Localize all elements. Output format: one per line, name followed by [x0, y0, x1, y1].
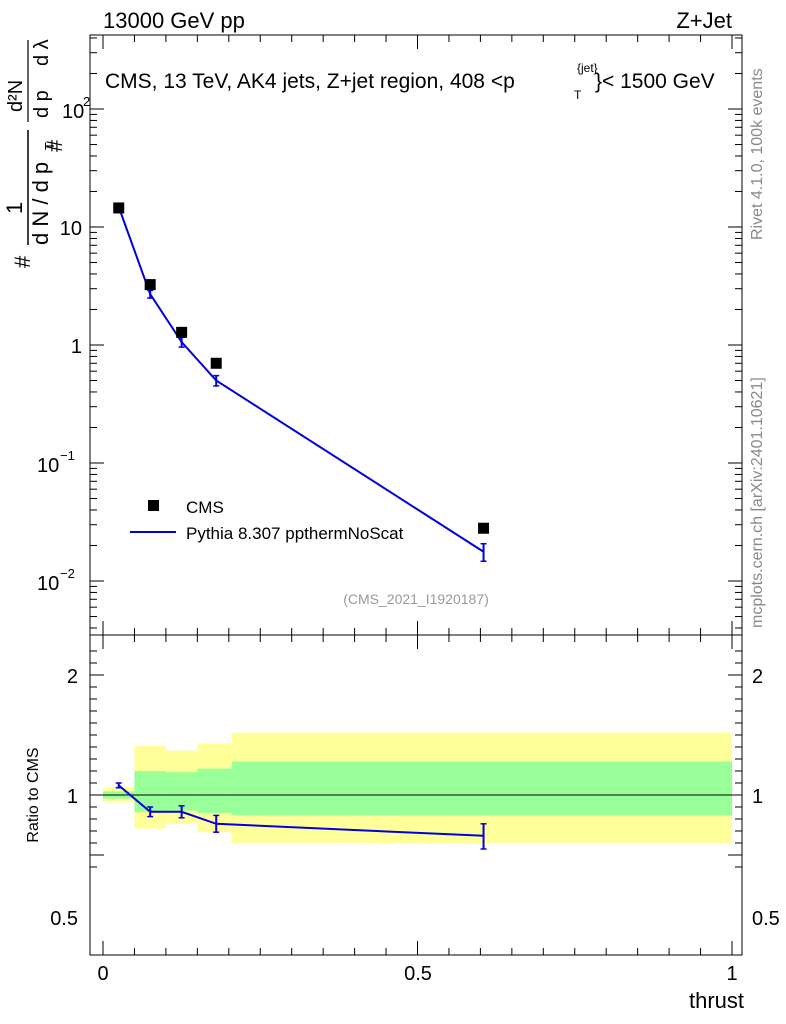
- cms-data-point: [144, 279, 156, 291]
- cms-data-point: [113, 202, 125, 214]
- legend-cms-marker: [148, 500, 159, 511]
- legend-mc-label: Pythia 8.307 ppthermNoScat: [186, 524, 404, 543]
- ratio-band-stat: [197, 768, 232, 813]
- mcplots-label: mcplots.cern.ch [arXiv:2401.10621]: [749, 377, 766, 628]
- ratio-ytick-1: 1: [67, 786, 78, 808]
- header-right: Z+Jet: [676, 8, 732, 33]
- rivet-label: Rivet 4.1.0, 100k events: [749, 68, 766, 240]
- title-text: CMS, 13 TeV, AK4 jets, Z+jet region, 408…: [105, 70, 515, 93]
- ratio-y-tick-labels-right: 0.5 1 2: [752, 666, 780, 930]
- main-y-axis-label: # 1 d N / d p T # d²N d p d λ: [2, 39, 67, 268]
- ylabel-dp: d p: [31, 90, 53, 118]
- ytick-1e2-exp: 2: [83, 94, 90, 109]
- main-frame: [89, 34, 743, 636]
- main-title: CMS, 13 TeV, AK4 jets, Z+jet region, 408…: [105, 61, 715, 102]
- ytick-1em1-exp: −1: [60, 448, 75, 463]
- ratio-band-stat: [165, 772, 198, 811]
- title-sup: {jet}: [577, 61, 598, 75]
- ytick-1em2-exp: −2: [60, 566, 75, 581]
- main-data-series: [113, 202, 490, 534]
- main-mc-series: [115, 204, 487, 563]
- ylabel-hash-1: #: [10, 255, 35, 268]
- ratio-band-stat: [134, 771, 166, 812]
- analysis-id: (CMS_2021_I1920187): [343, 591, 489, 607]
- ylabel-hash-2: #: [42, 139, 67, 152]
- x-axis-label: thrust: [689, 988, 744, 1013]
- ratio-ytick-0.5: 0.5: [50, 908, 78, 930]
- ratio-bands: [103, 732, 732, 843]
- ylabel-T-sub: T: [42, 142, 57, 150]
- ratio-ytick-right-1: 1: [752, 786, 763, 808]
- cms-data-point: [176, 326, 188, 338]
- x-tick-labels: 0 0.5 1: [97, 963, 737, 985]
- title-tail: }< 1500 GeV: [595, 70, 715, 93]
- ytick-1em1: 10: [37, 455, 59, 477]
- ratio-y-axis-label: Ratio to CMS: [25, 747, 42, 842]
- cms-data-point: [478, 522, 490, 534]
- ytick-1e2: 10: [62, 101, 84, 123]
- main-y-tick-labels: 10 2 10 1 10 −1 10 −2: [37, 94, 90, 595]
- ylabel-dlambda: d λ: [31, 39, 53, 66]
- ylabel-dN: d N / d p: [28, 162, 53, 245]
- ratio-ticks: [90, 635, 742, 955]
- ratio-band-stat: [231, 761, 732, 816]
- cms-data-point: [210, 357, 222, 369]
- ytick-1em2: 10: [37, 573, 59, 595]
- ratio-ytick-right-0.5: 0.5: [752, 908, 780, 930]
- legend-cms-label: CMS: [186, 498, 224, 517]
- main-ticks: [90, 35, 742, 635]
- header-left: 13000 GeV pp: [103, 8, 245, 33]
- ratio-ytick-right-2: 2: [752, 666, 763, 688]
- title-sub: T: [574, 88, 582, 102]
- xtick-1: 1: [726, 963, 737, 985]
- xtick-0.5: 0.5: [404, 963, 432, 985]
- ratio-mc-series: [115, 782, 487, 850]
- ylabel-d2N: d²N: [5, 80, 27, 112]
- ylabel-one: 1: [2, 202, 27, 214]
- legend: CMS Pythia 8.307 ppthermNoScat: [130, 498, 404, 543]
- ytick-10: 10: [60, 218, 82, 240]
- main-mc-line: [117, 206, 485, 553]
- ratio-ytick-2: 2: [67, 666, 78, 688]
- ratio-y-tick-labels-left: 0.5 1 2: [50, 666, 78, 930]
- xtick-0: 0: [97, 963, 108, 985]
- ytick-1: 1: [71, 336, 82, 358]
